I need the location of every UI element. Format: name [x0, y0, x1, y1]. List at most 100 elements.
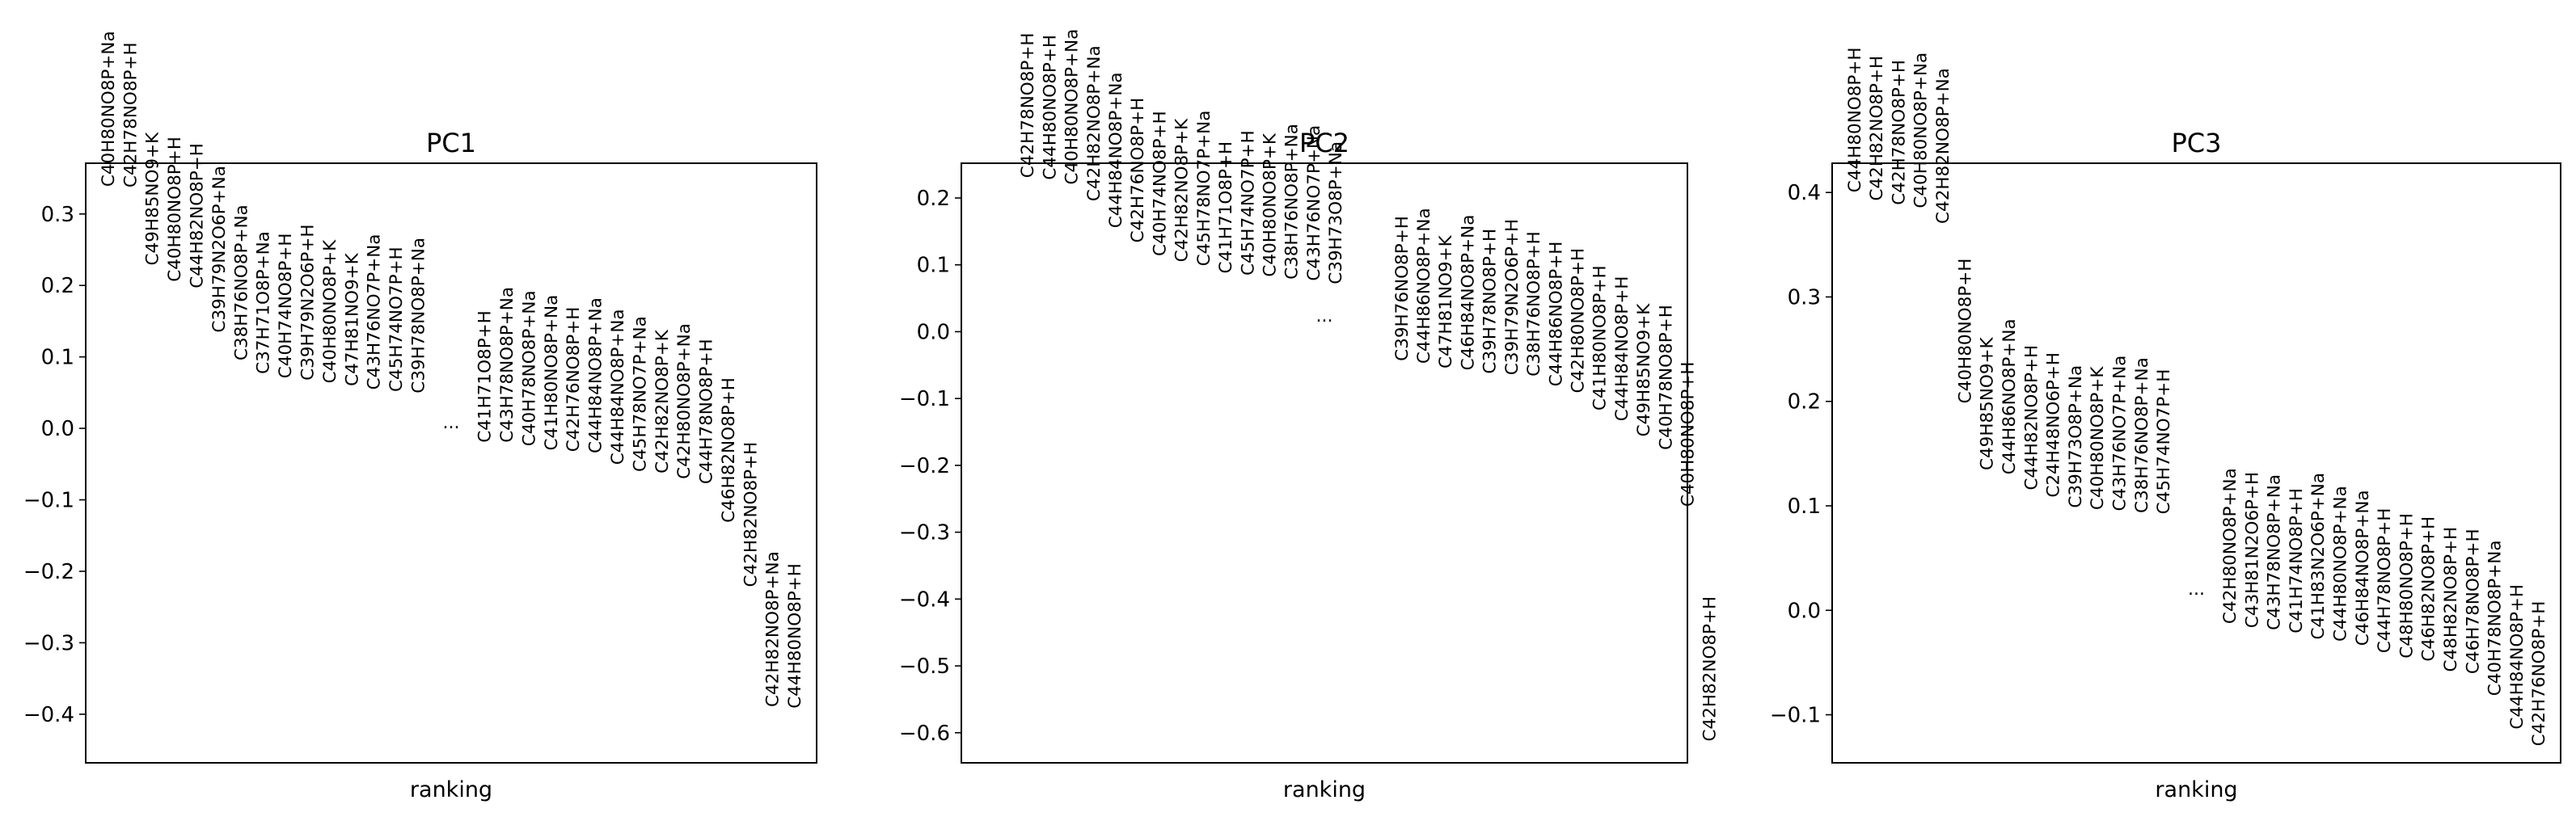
gene-score-label: C40H80NO8P+K — [2088, 366, 2108, 511]
gene-score-label: C39H76NO8P+H — [1392, 216, 1413, 361]
gene-score-label: C42H78NO8P+H — [1018, 32, 1038, 178]
gene-score-label: C44H84NO8P+Na — [586, 297, 606, 453]
panel-pc1: PC1 ranking −0.4 −0.3 −0.2 −0.1 0.0 0.1 0.2 0.3… — [23, 31, 817, 802]
y-tick-label: 0.4 — [1788, 181, 1821, 205]
gene-score-label: C38H76NO8P+H — [1524, 231, 1544, 377]
y-tick-label: 0.0 — [917, 320, 950, 344]
y-tick-label: −0.1 — [23, 489, 74, 513]
y-tick-label: 0.3 — [41, 203, 74, 227]
gene-score-label: C40H80NO8P+Na — [99, 31, 119, 187]
pc2-title: PC2 — [1299, 128, 1349, 158]
gene-score-label: C44H78NO8P+H — [697, 339, 717, 484]
pc1-axes-frame — [85, 162, 817, 764]
gene-score-label: C42H80NO8P+Na — [2220, 468, 2240, 624]
pc2-y-ticks: −0.6 −0.5 −0.4 −0.3 −0.2 −0.1 0.0 0.1 0.2 — [899, 187, 961, 746]
gene-score-label: C40H80NO8P+H — [165, 137, 185, 282]
gene-score-label: C43H78NO8P+Na — [2265, 474, 2285, 630]
gene-score-label: C41H80NO8P+Na — [542, 295, 562, 451]
y-tick-label: −0.3 — [899, 521, 950, 545]
gene-score-label: C49H85NO9+K — [1978, 336, 1998, 470]
gene-score-label: C44H86NO8P+Na — [1414, 208, 1434, 364]
pc2-x-axis-label: ranking — [1283, 777, 1366, 802]
y-tick-label: 0.1 — [1788, 495, 1821, 519]
gene-score-label: C45H74NO7P+H — [386, 246, 407, 392]
gene-score-label: C42H82NO8P+K — [1172, 118, 1193, 263]
gene-score-label: C40H78NO8P+Na — [519, 290, 539, 446]
gene-score-label: C46H78NO8P+H — [2463, 528, 2483, 674]
y-tick-label: −0.4 — [23, 703, 74, 727]
gene-score-label: C40H78NO8P+Na — [2485, 540, 2506, 696]
gene-score-label: C39H79N2O6P+Na — [209, 166, 230, 333]
gene-score-label: C41H83N2O6P+Na — [2308, 473, 2329, 640]
gene-score-label: C40H80NO8P+K — [1260, 133, 1280, 277]
gene-score-label: C40H80NO8P+Na — [1911, 53, 1932, 208]
gene-score-label: C44H84NO8P+H — [2507, 584, 2527, 730]
gene-score-label: C46H82NO8P+H — [719, 377, 739, 523]
gene-score-label: C42H82NO8P+H — [1867, 56, 1887, 201]
gene-score-label: C42H82NO8P+Na — [763, 551, 783, 707]
y-tick-label: 0.3 — [1788, 285, 1821, 309]
gene-score-label: C41H74NO8P+H — [2287, 488, 2307, 634]
gene-score-label: C44H84NO8P+Na — [1106, 72, 1126, 228]
y-tick-label: 0.1 — [41, 346, 74, 370]
panel-pc3: PC3 ranking −0.1 0.0 0.1 0.2 0.3 0.4 C44H80NO… — [1770, 47, 2561, 802]
gene-score-label: C42H78NO8P+H — [1889, 60, 1909, 205]
y-tick-label: 0.1 — [917, 254, 950, 278]
y-tick-label: −0.6 — [899, 722, 950, 746]
y-tick-label: −0.4 — [899, 587, 950, 612]
gene-score-label: C47H81NO9+K — [342, 252, 362, 386]
gene-score-label: C38H76NO8P+Na — [1282, 124, 1303, 280]
omitted-genes-ellipsis: ... — [1316, 306, 1333, 326]
gene-score-label: C46H82NO8P+H — [2419, 516, 2439, 662]
gene-score-label: C45H74NO7P+H — [2154, 369, 2174, 515]
gene-score-label: C42H82NO8P+K — [652, 329, 673, 474]
y-tick-label: 0.2 — [1788, 390, 1821, 415]
gene-score-label: C47H81NO9+K — [1436, 234, 1456, 368]
pc1-title: PC1 — [426, 128, 476, 158]
pc3-gene-labels: C44H80NO8P+H C42H82NO8P+H C42H78NO8P+H C40H… — [1845, 47, 2549, 746]
y-tick-label: −0.5 — [899, 655, 950, 679]
gene-score-label: C40H80NO8P+K — [320, 239, 340, 384]
pc2-axes-frame — [961, 162, 1688, 764]
gene-score-label: C40H80NO8P+H — [1679, 361, 1699, 507]
gene-score-label: C43H76NO7P+Na — [2109, 356, 2130, 512]
gene-score-label: C45H78NO7P+Na — [1194, 111, 1214, 267]
gene-score-label: C42H76NO8P+H — [1128, 98, 1148, 243]
pc3-title: PC3 — [2172, 128, 2222, 158]
gene-score-label: C44H80NO8P+H — [785, 563, 805, 709]
gene-score-label: C39H73O8P+Na — [2066, 365, 2086, 508]
gene-score-label: C42H82NO8P+H — [741, 442, 761, 587]
gene-score-label: C40H78NO8P+H — [1656, 305, 1676, 450]
gene-score-label: C40H80NO8P+H — [1955, 259, 1975, 404]
gene-score-label: C42H82NO8P+Na — [1084, 45, 1104, 201]
gene-score-label: C42H82NO8P+Na — [1933, 68, 1953, 224]
gene-score-label: C39H78NO8P+Na — [408, 238, 429, 394]
pc1-x-axis-label: ranking — [410, 777, 492, 802]
y-tick-label: 0.0 — [41, 417, 74, 441]
gene-score-label: C42H80NO8P+H — [1568, 248, 1588, 394]
gene-score-label: C40H80NO8P+Na — [1062, 29, 1083, 185]
gene-score-label: C44H84NO8P+Na — [608, 309, 628, 465]
gene-score-label: C44H86NO8P+Na — [2000, 318, 2020, 474]
gene-score-label: C43H78NO8P+Na — [497, 287, 517, 443]
omitted-genes-ellipsis: ... — [443, 413, 460, 433]
gene-score-label: C45H74NO7P+H — [1238, 130, 1258, 276]
gene-score-label: C44H84NO8P+H — [1612, 276, 1632, 422]
gene-score-label: C41H80NO8P+H — [1590, 265, 1611, 410]
gene-score-label: C39H78NO8P+H — [1480, 229, 1501, 374]
gene-score-label: C39H79N2O6P+H — [298, 224, 318, 380]
gene-score-label: C41H71O8P+H — [1216, 141, 1236, 274]
y-tick-label: 0.2 — [41, 274, 74, 298]
pc1-y-ticks: −0.4 −0.3 −0.2 −0.1 0.0 0.1 0.2 0.3 — [23, 203, 86, 727]
y-tick-label: 0.2 — [917, 187, 950, 211]
gene-score-label: C44H82NO8P+H — [187, 143, 207, 288]
gene-score-label: C41H71O8P+H — [475, 310, 496, 443]
gene-score-label: C44H80NO8P+Na — [2330, 486, 2350, 642]
y-tick-label: −0.1 — [1770, 704, 1821, 728]
y-tick-label: −0.2 — [23, 560, 74, 584]
gene-score-label: C44H78NO8P+H — [2375, 508, 2395, 654]
gene-score-label: C46H84NO8P+Na — [2353, 490, 2373, 646]
y-tick-label: −0.2 — [899, 454, 950, 478]
